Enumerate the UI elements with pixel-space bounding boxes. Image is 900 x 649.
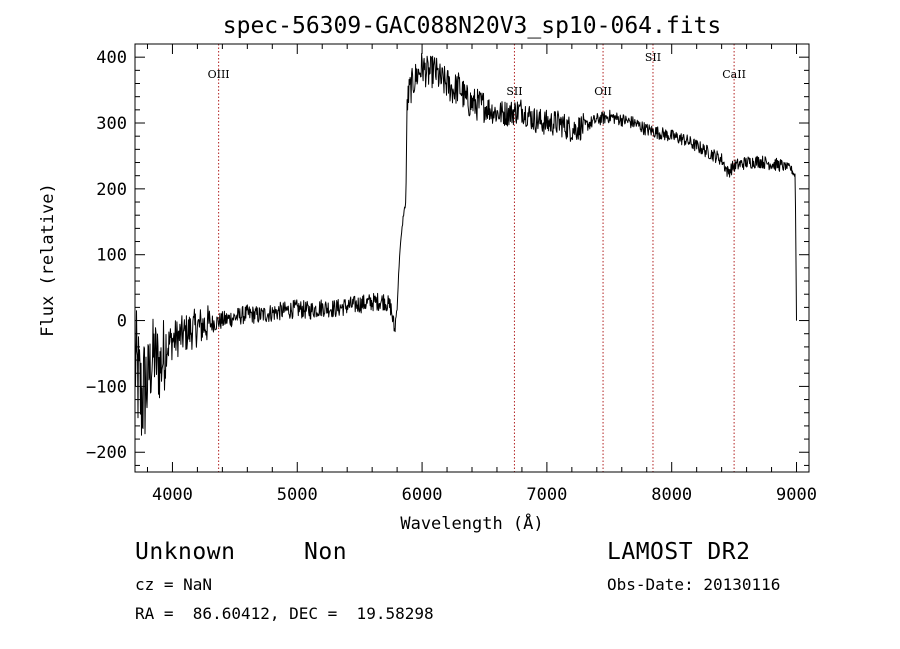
object-class: Unknown [135,539,236,565]
x-tick-label: 7000 [526,485,567,505]
x-axis-ticks: 4000 5000 6000 7000 8000 9000 [146,44,817,505]
line-marker-label: CaII [722,68,746,81]
survey-name: LAMOST DR2 [607,539,751,565]
spectrum-series-line [134,53,797,436]
redshift-cz: cz = NaN [135,575,213,594]
y-axis-label: Flux (relative) [38,183,58,337]
y-tick-label: −200 [86,443,127,463]
x-axis-label: Wavelength (Å) [400,512,543,534]
x-tick-label: 5000 [277,485,318,505]
chart-title: spec-56309-GAC088N20V3_sp10-064.fits [223,13,722,39]
line-marker-label: SII [645,51,661,64]
y-tick-label: 300 [96,114,127,134]
x-tick-label: 9000 [776,485,817,505]
x-tick-label: 8000 [651,485,692,505]
y-tick-label: 400 [96,48,127,68]
x-tick-label: 4000 [152,485,193,505]
emission-line-markers: OIII SII OII SII CaII [208,44,746,472]
line-marker-label: OIII [208,68,230,81]
y-tick-label: 200 [96,180,127,200]
line-marker-label: SII [506,85,522,98]
y-tick-label: 100 [96,246,127,266]
ra-dec-coordinates: RA = 86.60412, DEC = 19.58298 [135,604,434,623]
y-axis-ticks: −200 −100 0 100 200 300 400 [86,43,809,466]
line-marker-label: OII [594,85,612,98]
x-tick-label: 6000 [402,485,443,505]
observation-date: Obs-Date: 20130116 [607,575,781,594]
plot-frame [134,43,810,473]
y-tick-label: −100 [86,377,127,397]
object-subclass: Non [304,539,348,565]
y-tick-label: 0 [117,312,127,332]
